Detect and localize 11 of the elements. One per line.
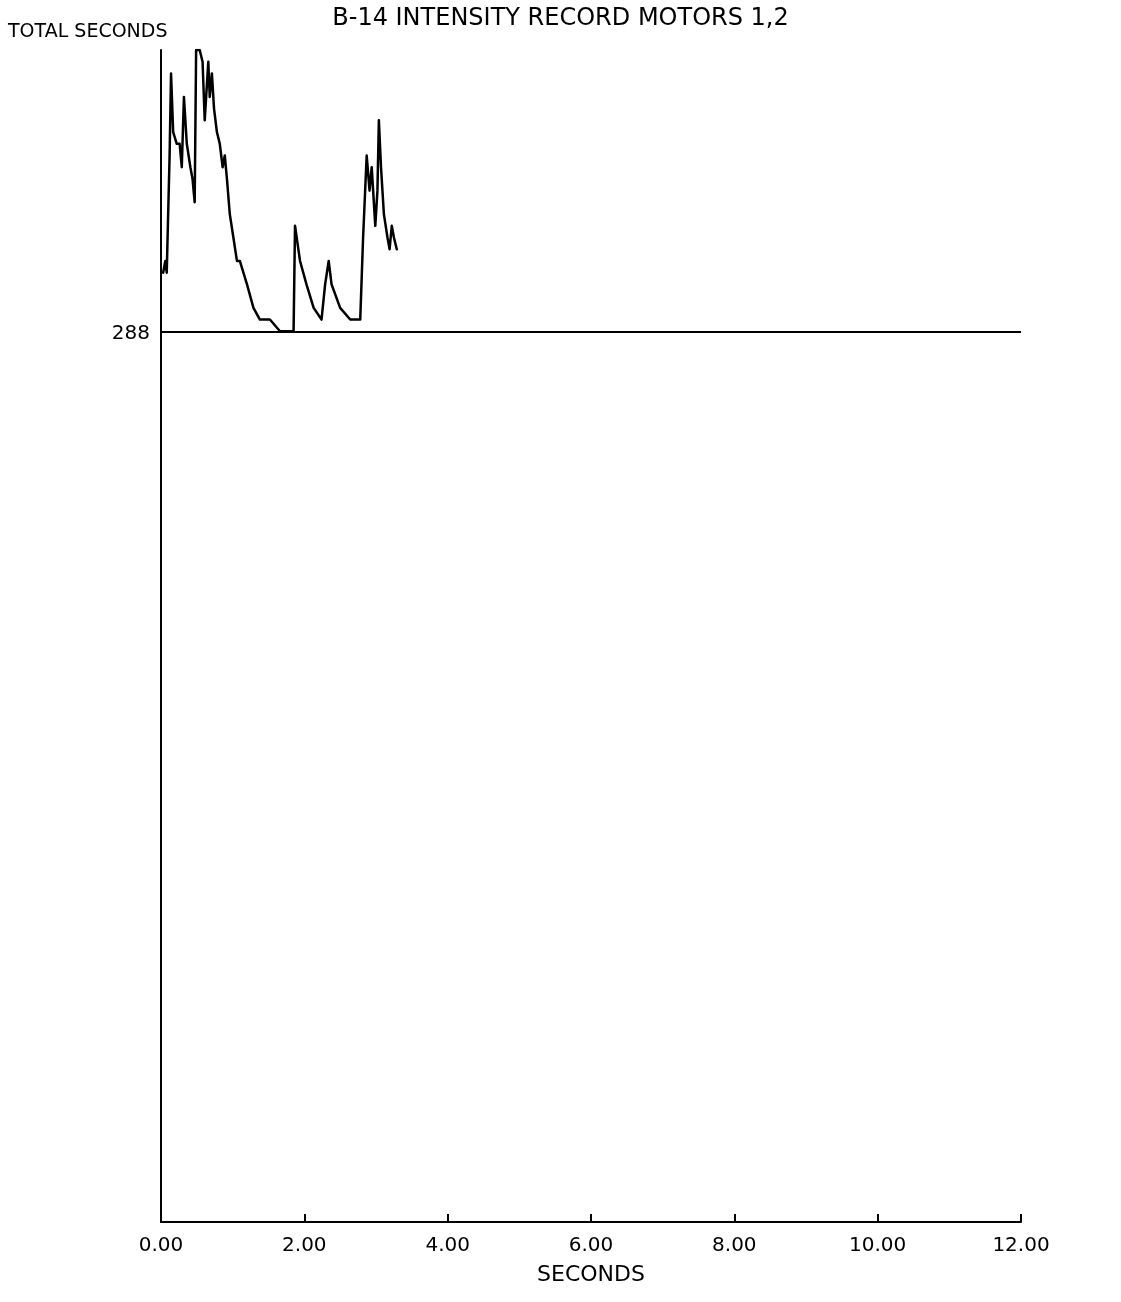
x-tick-label: 6.00: [568, 1232, 614, 1256]
x-tick-label: 4.00: [425, 1232, 470, 1256]
x-tick-label: 12.00: [992, 1232, 1050, 1256]
y-axis-title: TOTAL SECONDS: [7, 18, 168, 41]
x-tick-label: 0.00: [138, 1232, 184, 1256]
chart-title: B-14 INTENSITY RECORD MOTORS 1,2: [332, 3, 789, 31]
x-tick-label: 2.00: [282, 1232, 327, 1256]
x-axis-title: SECONDS: [537, 1260, 645, 1286]
text: 288: [111, 319, 151, 344]
x-tick-label: 8.00: [712, 1232, 757, 1256]
x-tick-label: 10.00: [849, 1232, 907, 1256]
